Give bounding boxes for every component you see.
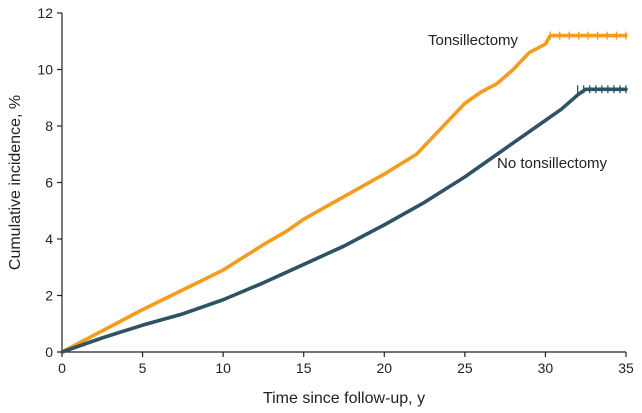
x-ticks: 0 5 10 15 20 25 30 35 [58, 352, 634, 376]
series-label-no-tonsillectomy: No tonsillectomy [497, 155, 608, 172]
y-tick-label-2: 2 [45, 288, 53, 304]
y-tick-label-6: 6 [45, 175, 53, 191]
y-tick-label-0: 0 [45, 344, 53, 360]
y-tick-label-12: 12 [37, 5, 53, 21]
series-label-tonsillectomy: Tonsillectomy [428, 32, 519, 49]
x-axis-title: Time since follow-up, y [263, 390, 425, 407]
x-tick-label-10: 10 [215, 360, 231, 376]
x-tick-label-0: 0 [58, 360, 66, 376]
axes [61, 13, 626, 353]
y-axis-title: Cumulative incidence, % [7, 95, 24, 270]
series-layer [60, 31, 628, 354]
series-line-tonsillectomy [60, 33, 628, 354]
x-tick-label-30: 30 [538, 360, 554, 376]
x-tick-label-25: 25 [457, 360, 473, 376]
y-tick-label-8: 8 [45, 118, 53, 134]
x-tick-label-15: 15 [296, 360, 312, 376]
x-tick-label-5: 5 [139, 360, 147, 376]
y-tick-label-10: 10 [37, 62, 53, 78]
y-tick-label-4: 4 [45, 231, 53, 247]
x-tick-label-20: 20 [376, 360, 392, 376]
x-tick-label-35: 35 [618, 360, 634, 376]
labels-layer: Tonsillectomy No tonsillectomy [428, 32, 608, 172]
series-line-no-tonsillectomy [60, 87, 628, 354]
y-ticks: 0 2 4 6 8 10 12 [37, 5, 62, 360]
